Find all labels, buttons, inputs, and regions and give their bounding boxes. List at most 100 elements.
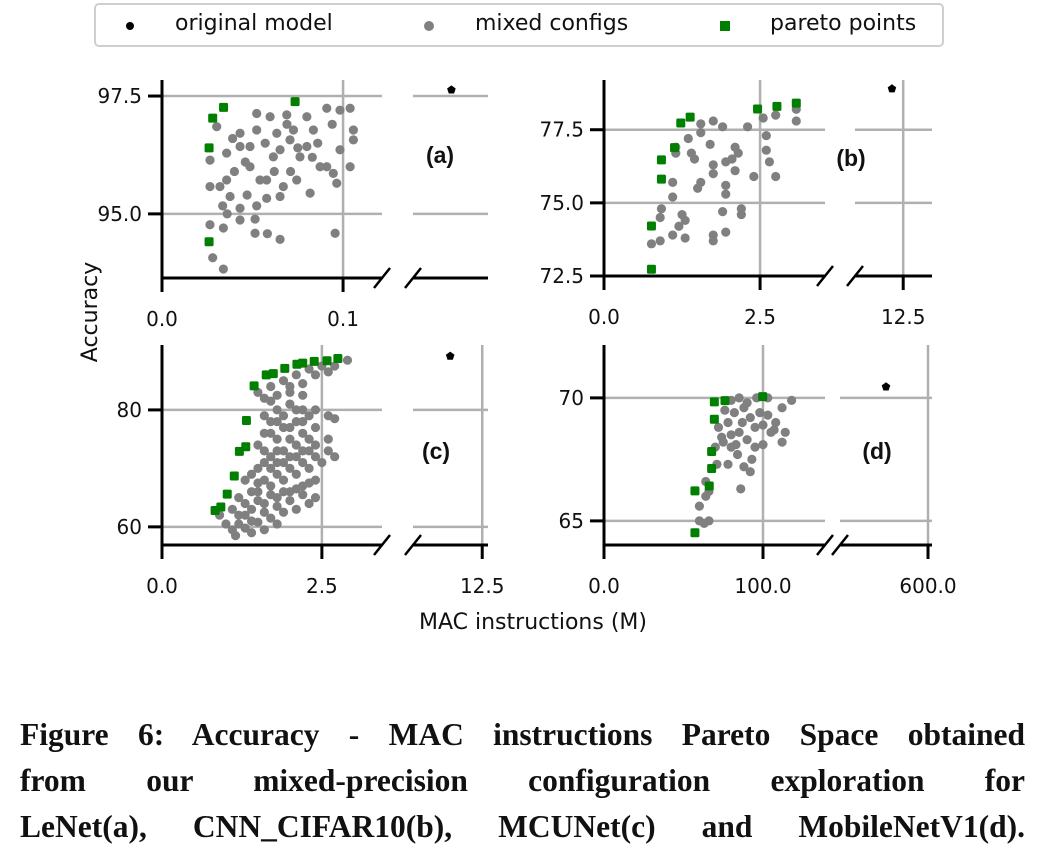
mixed-config-point [758,113,768,123]
mixed-config-point [310,405,321,415]
mixed-config-point [726,430,736,440]
mixed-config-point [758,440,768,450]
panel-label: (a) [426,142,454,168]
mixed-config-point [305,188,315,198]
mixed-config-point [328,168,338,178]
mixed-config-point [272,457,282,468]
mixed-config-point [205,155,215,165]
mixed-config-point [298,378,308,389]
mixed-config-point [705,139,715,149]
mixed-config-point [250,228,260,238]
mixed-config-point [266,463,276,473]
mixed-config-point [234,519,244,529]
mixed-config-point [291,405,301,415]
mixed-config-point [278,457,289,468]
legend-original-label: original model [175,11,333,36]
mixed-config-point [240,510,250,520]
mixed-config-point [668,177,678,187]
pareto-point [704,481,714,491]
panel-label: (d) [862,438,891,464]
mixed-config-point [245,141,255,152]
mixed-config-point [272,519,282,529]
axis-break-mark [816,265,834,287]
mixed-config-point [763,410,773,420]
mixed-config-point [282,119,292,129]
mixed-config-point [332,178,342,188]
legend-mixed-label: mixed configs [475,11,629,36]
mixed-config-point [218,264,228,274]
mixed-config-point [308,125,318,135]
mixed-config-point [252,125,262,135]
pareto-point [219,102,229,112]
mixed-config-point [745,412,755,423]
mixed-config-point [298,446,308,456]
mixed-config-point [302,141,312,152]
mixed-config-point [348,125,358,135]
mixed-config-point [322,103,332,113]
mixed-config-point [285,495,295,506]
mixed-config-point [291,484,301,494]
pareto-point [333,353,343,363]
mixed-config-point [298,457,308,468]
mixed-config-point [253,487,263,497]
mixed-config-point [218,223,228,233]
x-tick-label: 0.1 [327,307,359,331]
mixed-config-point [304,434,314,444]
mixed-config-point [718,122,728,132]
mixed-config-point [708,116,718,126]
mixed-config-point [713,422,724,433]
mixed-config-point [323,446,333,456]
mixed-config-point [285,422,295,433]
pareto-point [204,237,214,247]
mixed-config-point [278,181,288,192]
mixed-config-point [292,175,302,185]
mixed-config-point [272,417,282,427]
mixed-config-point [302,112,312,122]
mixed-config-point [732,449,743,460]
mixed-config-point [315,162,325,172]
legend-pareto-label: pareto points [770,11,917,36]
mixed-config-point [322,162,332,172]
mixed-config-point [693,183,703,193]
mixed-config-point [298,490,308,500]
mixed-config-point [252,201,262,211]
mixed-config-point [723,417,733,428]
mixed-config-point [764,157,775,167]
subplot-b: 72.5 75.0 77.5 0.0 2.5 12.5 (b) [539,80,932,329]
mixed-config-point [285,434,295,444]
mixed-config-point [298,405,308,415]
mixed-config-point [259,428,269,438]
pareto-point [720,396,730,406]
mixed-config-point [259,411,269,421]
mixed-config-point [708,160,718,170]
mixed-config-point [234,510,244,520]
pareto-point [309,356,319,366]
mixed-config-point [235,141,245,152]
axis-break-mark [373,267,391,289]
subplot-d: 65 70 0.0 100.0 600.0 (d) [559,345,957,598]
pareto-point [222,489,232,499]
y-tick-label: 70 [559,386,584,410]
mixed-config-point [761,130,771,141]
pareto-point [261,370,271,380]
x-tick-label: 2.5 [306,574,338,598]
mixed-config-point [742,398,752,408]
mixed-config-point [278,487,289,497]
mixed-config-point [272,405,282,415]
mixed-config-point [240,475,250,485]
mixed-config-point [737,417,747,428]
mixed-config-point [246,487,257,497]
mixed-config-point [272,434,282,444]
mixed-config-point [298,390,308,400]
mixed-config-point [330,228,340,238]
mixed-config-point [304,498,314,509]
mixed-config-point [771,110,781,120]
mixed-config-point [291,452,301,462]
pareto-point [298,358,308,368]
pareto-point [241,415,251,425]
mixed-config-point [208,253,218,263]
mixed-config-point [689,154,700,164]
mixed-config-point [646,239,657,249]
mixed-config-point [262,193,272,203]
pareto-point [646,221,656,231]
